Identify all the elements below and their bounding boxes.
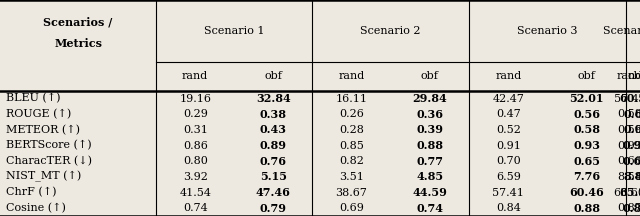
Text: 65.50: 65.50 — [619, 187, 640, 198]
Text: Scenario 1: Scenario 1 — [204, 26, 264, 36]
Text: 0.76: 0.76 — [260, 156, 287, 167]
Text: 0.84: 0.84 — [496, 203, 521, 213]
Text: 38.67: 38.67 — [335, 187, 367, 197]
Text: 52.01: 52.01 — [570, 93, 604, 104]
Text: METEOR (↑): METEOR (↑) — [6, 125, 81, 135]
Text: BERTScore (↑): BERTScore (↑) — [6, 140, 92, 151]
Text: 0.93: 0.93 — [617, 141, 640, 151]
Text: 0.28: 0.28 — [339, 125, 364, 135]
Text: 8.54: 8.54 — [617, 172, 640, 182]
Text: 0.89: 0.89 — [260, 140, 287, 151]
Text: 0.88: 0.88 — [417, 140, 444, 151]
Text: 0.79: 0.79 — [260, 203, 287, 214]
Text: CharacTER (↓): CharacTER (↓) — [6, 156, 92, 166]
Text: 0.63: 0.63 — [623, 156, 640, 167]
Text: 47.46: 47.46 — [256, 187, 291, 198]
Text: 42.47: 42.47 — [492, 94, 524, 103]
Text: rand: rand — [495, 71, 522, 81]
Text: 0.82: 0.82 — [339, 156, 364, 166]
Text: 0.31: 0.31 — [183, 125, 207, 135]
Text: 41.54: 41.54 — [179, 187, 211, 197]
Text: 0.47: 0.47 — [496, 109, 521, 119]
Text: 0.80: 0.80 — [183, 156, 207, 166]
Text: BLEU (↑): BLEU (↑) — [6, 93, 61, 104]
Text: 0.61: 0.61 — [623, 109, 640, 120]
Text: 0.52: 0.52 — [496, 125, 521, 135]
Text: 0.58: 0.58 — [617, 109, 640, 119]
Text: 32.84: 32.84 — [256, 93, 291, 104]
Text: rand: rand — [616, 71, 640, 81]
Text: 8.82: 8.82 — [623, 171, 640, 182]
Text: 0.93: 0.93 — [573, 140, 600, 151]
Text: rand: rand — [339, 71, 365, 81]
Text: 3.92: 3.92 — [183, 172, 207, 182]
Text: 0.26: 0.26 — [339, 109, 364, 119]
Text: 63.60: 63.60 — [614, 187, 640, 197]
Text: 0.36: 0.36 — [417, 109, 444, 120]
Text: 0.74: 0.74 — [417, 203, 444, 214]
Text: 0.86: 0.86 — [183, 141, 207, 151]
Text: 0.74: 0.74 — [183, 203, 207, 213]
Text: 0.43: 0.43 — [260, 124, 287, 135]
Text: Scenario 3: Scenario 3 — [517, 26, 578, 36]
Text: 0.58: 0.58 — [573, 124, 600, 135]
Text: ROUGE (↑): ROUGE (↑) — [6, 109, 72, 119]
Text: 29.84: 29.84 — [413, 93, 447, 104]
Text: ChrF (↑): ChrF (↑) — [6, 187, 57, 198]
Text: Cosine (↑): Cosine (↑) — [6, 203, 67, 213]
Text: 57.41: 57.41 — [492, 187, 524, 197]
Text: 0.89: 0.89 — [623, 203, 640, 214]
Text: 0.91: 0.91 — [496, 141, 521, 151]
Text: 60.53: 60.53 — [619, 93, 640, 104]
Text: Metrics: Metrics — [54, 38, 102, 49]
Text: obf: obf — [578, 71, 596, 81]
Text: obf: obf — [628, 71, 640, 81]
Text: 0.69: 0.69 — [339, 203, 364, 213]
Text: 0.38: 0.38 — [260, 109, 287, 120]
Text: rand: rand — [182, 71, 209, 81]
Text: obf: obf — [421, 71, 439, 81]
Text: NIST_MT (↑): NIST_MT (↑) — [6, 171, 82, 183]
Text: Scenario 4: Scenario 4 — [603, 26, 640, 36]
Text: 4.85: 4.85 — [417, 171, 444, 182]
Text: 44.59: 44.59 — [413, 187, 447, 198]
Text: 0.29: 0.29 — [183, 109, 207, 119]
Text: 16.11: 16.11 — [335, 94, 367, 103]
Text: 0.59: 0.59 — [617, 125, 640, 135]
Text: 0.88: 0.88 — [573, 203, 600, 214]
Text: 57.49: 57.49 — [614, 94, 640, 103]
Text: 7.76: 7.76 — [573, 171, 600, 182]
Text: 0.65: 0.65 — [573, 156, 600, 167]
Text: Scenario 2: Scenario 2 — [360, 26, 421, 36]
Text: 0.87: 0.87 — [617, 203, 640, 213]
Text: Scenarios /: Scenarios / — [44, 17, 113, 28]
Text: 0.62: 0.62 — [623, 124, 640, 135]
Text: 0.66: 0.66 — [617, 156, 640, 166]
Text: 0.77: 0.77 — [417, 156, 444, 167]
Text: 0.56: 0.56 — [573, 109, 600, 120]
Text: 0.94: 0.94 — [623, 140, 640, 151]
Text: 3.51: 3.51 — [339, 172, 364, 182]
Text: 60.46: 60.46 — [570, 187, 604, 198]
Text: 19.16: 19.16 — [179, 94, 211, 103]
Text: 0.39: 0.39 — [417, 124, 444, 135]
Text: 0.85: 0.85 — [339, 141, 364, 151]
Text: 6.59: 6.59 — [496, 172, 521, 182]
Text: obf: obf — [264, 71, 282, 81]
Text: 5.15: 5.15 — [260, 171, 287, 182]
Text: 0.70: 0.70 — [496, 156, 521, 166]
